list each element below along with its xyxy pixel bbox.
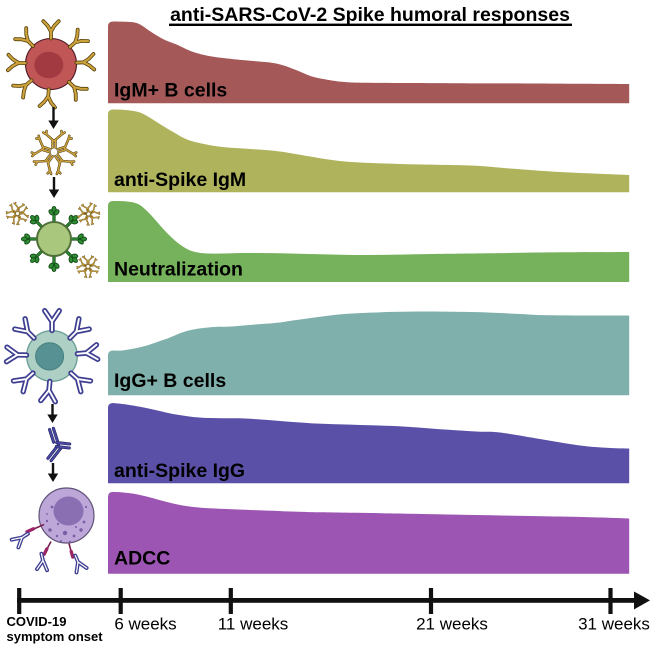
svg-text:31 weeks: 31 weeks	[578, 615, 650, 634]
svg-text:anti-SARS-CoV-2 Spike humoral: anti-SARS-CoV-2 Spike humoral responses	[170, 4, 570, 26]
svg-text:Neutralization: Neutralization	[114, 259, 243, 281]
svg-text:6 weeks: 6 weeks	[114, 615, 176, 634]
svg-text:anti-Spike IgM: anti-Spike IgM	[114, 169, 246, 191]
svg-text:COVID-19: COVID-19	[7, 614, 67, 629]
svg-text:21 weeks: 21 weeks	[416, 615, 488, 634]
svg-text:IgM+ B cells: IgM+ B cells	[114, 79, 227, 101]
svg-text:IgG+ B cells: IgG+ B cells	[114, 370, 226, 392]
svg-text:anti-Spike IgG: anti-Spike IgG	[114, 460, 245, 482]
svg-text:symptom onset: symptom onset	[7, 629, 104, 644]
svg-text:ADCC: ADCC	[114, 548, 170, 570]
svg-text:11 weeks: 11 weeks	[218, 615, 289, 634]
